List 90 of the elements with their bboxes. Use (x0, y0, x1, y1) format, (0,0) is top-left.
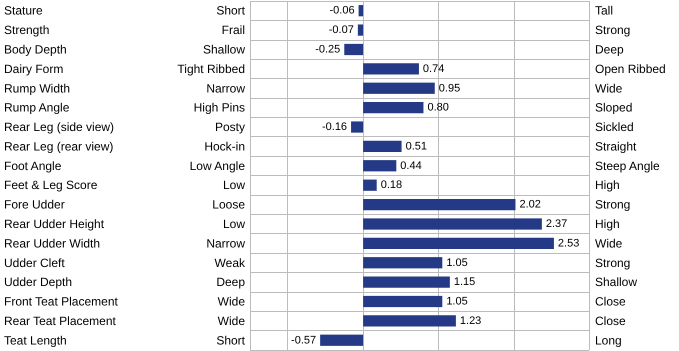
text: Low Angle (190, 158, 246, 173)
bar (363, 238, 554, 249)
text: Frail (222, 23, 245, 38)
data-label: 0.18 (380, 179, 402, 192)
text: Posty (214, 120, 245, 134)
text: Narrow (206, 81, 246, 96)
text: Low (222, 178, 246, 192)
text: Straight (595, 139, 638, 154)
y-tick-label: Strength (4, 23, 50, 38)
bar (320, 334, 364, 346)
bar (363, 180, 377, 191)
text: High Pins (194, 100, 245, 115)
bar (363, 160, 396, 172)
data-label: -0.25 (315, 43, 340, 56)
text: Loose (212, 198, 246, 212)
text: Sloped (595, 100, 632, 115)
bar (363, 296, 442, 308)
data-label: 0.51 (406, 140, 428, 152)
data-label: 0.44 (400, 160, 422, 172)
bar (363, 140, 402, 152)
text: Tight Ribbed (177, 62, 245, 76)
text: High (595, 216, 620, 231)
data-label: -0.07 (328, 24, 354, 36)
y-tick-label: Foot Angle (4, 158, 62, 173)
text: Shallow (202, 42, 246, 56)
y-tick-label: Rear Teat Placement (4, 314, 117, 328)
text: Strong (595, 256, 630, 270)
text: Sickled (595, 120, 634, 134)
y-tick-label: Rear Udder Width (4, 236, 100, 250)
data-label: 1.05 (446, 256, 468, 269)
bar (363, 315, 456, 327)
y-tick-label: Feet & Leg Score (4, 178, 98, 192)
data-label: 1.23 (460, 314, 482, 327)
text: Tall (595, 4, 614, 18)
text: Strong (595, 23, 630, 38)
data-label: 1.15 (454, 276, 476, 288)
bar (351, 121, 364, 133)
y-tick-label: Udder Depth (4, 275, 72, 290)
text: Deep (595, 42, 624, 56)
bar (363, 102, 424, 114)
text: Shallow (595, 275, 638, 290)
bar (344, 44, 364, 56)
bar (358, 24, 364, 36)
y-tick-label: Fore Udder (4, 198, 65, 212)
text: Short (216, 333, 246, 348)
text: Wide (595, 81, 623, 96)
y-tick-label: Rear Udder Height (4, 216, 105, 231)
text: Wide (218, 314, 246, 328)
text: High (595, 178, 620, 192)
bar (363, 257, 442, 268)
text: Close (595, 294, 626, 309)
data-label: 0.74 (422, 62, 444, 75)
data-label: 0.80 (427, 102, 449, 114)
text: Steep Angle (595, 158, 660, 173)
bar (363, 63, 419, 74)
bar (363, 218, 542, 230)
y-tick-label: Front Teat Placement (4, 294, 118, 309)
text: Low (222, 216, 246, 231)
y-tick-label: Dairy Form (4, 62, 64, 76)
y-tick-label: Rump Angle (4, 100, 70, 115)
text: Strong (595, 198, 630, 212)
data-label: -0.06 (330, 4, 355, 17)
text: Hock-in (204, 139, 245, 154)
data-label: -0.16 (322, 121, 348, 134)
data-label: 2.53 (558, 237, 580, 250)
bar (358, 5, 364, 16)
data-label: 2.37 (546, 218, 568, 230)
y-tick-label: Rear Leg (side view) (4, 120, 114, 134)
y-tick-label: Stature (4, 4, 44, 18)
data-label: 2.02 (519, 198, 541, 211)
data-label: 0.95 (438, 82, 460, 94)
text: Short (216, 4, 246, 18)
text: Narrow (206, 236, 246, 250)
y-tick-label: Udder Cleft (4, 256, 66, 270)
text: Deep (216, 275, 246, 290)
y-tick-label: Teat Length (4, 333, 67, 348)
y-tick-label: Rump Width (4, 81, 70, 96)
text: Weak (214, 256, 246, 270)
y-tick-label: Rear Leg (rear view) (4, 139, 114, 154)
bar (363, 276, 450, 288)
bar (363, 82, 435, 94)
text: Close (595, 314, 626, 328)
text: Long (595, 333, 622, 348)
text: Wide (595, 236, 623, 250)
text: Wide (218, 294, 246, 309)
text: Open Ribbed (595, 62, 666, 76)
data-label: -0.57 (291, 334, 316, 346)
bar (363, 198, 516, 210)
y-tick-label: Body Depth (4, 42, 67, 56)
data-label: 1.05 (446, 296, 468, 308)
